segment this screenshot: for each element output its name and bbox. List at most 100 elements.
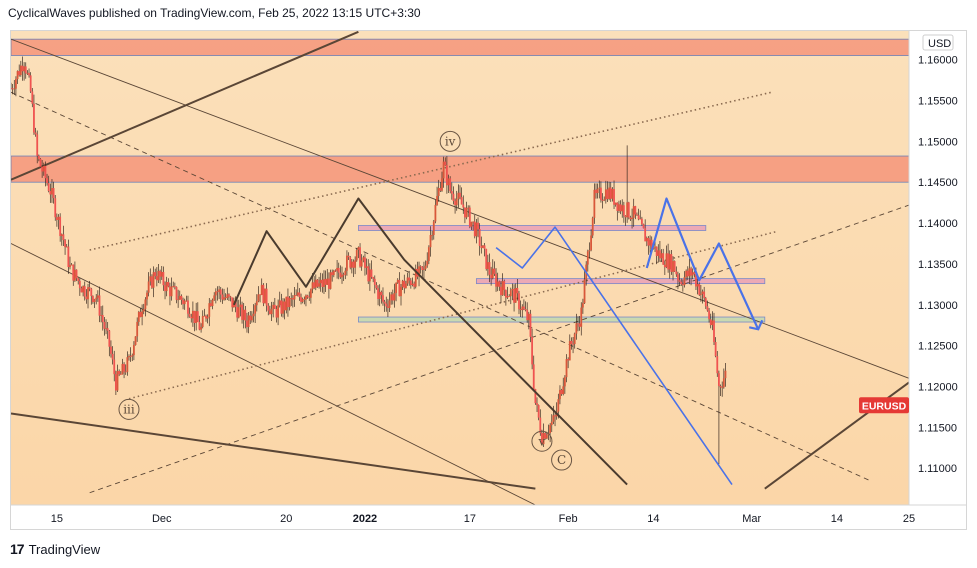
tradingview-footer[interactable]: 17 TradingView bbox=[10, 541, 100, 557]
candle bbox=[223, 288, 225, 301]
blue-wave-path[interactable] bbox=[495, 226, 733, 486]
zone-red-0[interactable] bbox=[11, 38, 910, 56]
candle bbox=[439, 182, 442, 193]
trend-line-solid-2[interactable] bbox=[11, 243, 536, 506]
candle bbox=[118, 369, 121, 377]
wave-label-iv[interactable]: iv bbox=[439, 130, 461, 152]
candle bbox=[128, 354, 130, 361]
candle bbox=[291, 295, 294, 308]
candle bbox=[488, 253, 491, 283]
candle bbox=[218, 285, 221, 300]
candle bbox=[482, 245, 484, 249]
candle bbox=[275, 305, 278, 323]
candle bbox=[349, 255, 352, 270]
candle bbox=[139, 308, 142, 318]
trend-line-solid-0[interactable] bbox=[11, 31, 359, 181]
trend-line-dashed-6[interactable] bbox=[89, 204, 910, 494]
candle bbox=[332, 269, 335, 278]
candle bbox=[718, 370, 720, 465]
candle bbox=[24, 62, 27, 79]
candle bbox=[686, 266, 689, 281]
candle bbox=[182, 297, 184, 310]
price-chart[interactable]: iii iv vC USD 1.16000 1.15500 1.15000 1.14500 1… bbox=[11, 31, 966, 529]
candle bbox=[460, 187, 463, 205]
candle bbox=[393, 283, 396, 308]
candle bbox=[321, 273, 324, 293]
candle bbox=[270, 301, 273, 321]
candle bbox=[591, 216, 594, 239]
candle bbox=[491, 259, 494, 280]
candle bbox=[221, 288, 224, 304]
candle bbox=[80, 286, 83, 293]
candle bbox=[172, 281, 175, 288]
candle bbox=[82, 285, 85, 297]
candle bbox=[629, 215, 632, 222]
candle bbox=[67, 239, 70, 274]
candle bbox=[293, 286, 296, 307]
candle bbox=[634, 205, 637, 220]
trend-line-solid-3[interactable] bbox=[11, 412, 536, 490]
wave-label-iii[interactable]: iii bbox=[118, 398, 140, 420]
candle bbox=[175, 286, 178, 304]
candle bbox=[721, 381, 724, 397]
candle bbox=[683, 271, 686, 288]
wave-label-v[interactable]: v bbox=[531, 430, 553, 452]
candle bbox=[208, 297, 211, 327]
dark-wave-path[interactable] bbox=[232, 197, 628, 486]
candle bbox=[288, 296, 291, 311]
candle bbox=[244, 305, 247, 329]
candle bbox=[437, 179, 440, 202]
candle bbox=[170, 277, 173, 301]
time-tick: 25 bbox=[903, 513, 915, 525]
candle bbox=[467, 205, 470, 217]
time-tick: 2022 bbox=[353, 513, 377, 525]
candle bbox=[659, 240, 661, 262]
candle bbox=[21, 56, 24, 81]
candle bbox=[447, 174, 450, 193]
zone-green-4[interactable] bbox=[358, 316, 766, 323]
zone-red-1[interactable] bbox=[11, 155, 910, 183]
candle bbox=[586, 249, 589, 272]
candle bbox=[305, 294, 307, 307]
trend-line-solid-1[interactable] bbox=[11, 38, 910, 379]
candle bbox=[514, 283, 517, 303]
candle bbox=[323, 270, 325, 295]
trend-line-dashed-5[interactable] bbox=[11, 91, 870, 481]
price-axis[interactable]: USD 1.16000 1.15500 1.15000 1.14500 1.14000 1.… bbox=[859, 34, 958, 475]
price-tick: 1.14500 bbox=[918, 177, 958, 189]
candle bbox=[246, 312, 248, 333]
candle bbox=[196, 302, 199, 323]
candle bbox=[216, 286, 219, 301]
candle bbox=[70, 262, 73, 266]
candle bbox=[398, 272, 401, 297]
candle bbox=[160, 265, 163, 280]
last-price-badge[interactable] bbox=[859, 397, 909, 414]
candle bbox=[280, 293, 283, 317]
candle bbox=[23, 62, 26, 81]
candle bbox=[113, 350, 116, 382]
candle bbox=[177, 289, 180, 308]
time-axis[interactable]: 15 Dec 20 2022 17 Feb 14 Mar 14 25 bbox=[51, 513, 915, 525]
candle bbox=[531, 328, 534, 370]
wave-label-c[interactable]: C bbox=[551, 449, 573, 471]
candle bbox=[409, 278, 412, 289]
candle bbox=[408, 270, 411, 286]
candle bbox=[141, 304, 143, 326]
candle bbox=[619, 200, 622, 215]
zone-pink-3[interactable] bbox=[475, 278, 766, 285]
candle bbox=[13, 80, 16, 96]
candle bbox=[486, 254, 489, 276]
candle bbox=[46, 173, 48, 186]
candle bbox=[65, 243, 68, 248]
candle bbox=[191, 301, 194, 327]
chart-frame[interactable]: iii iv v C USD 1.16000 1.15500 1.15000 1.14500 1… bbox=[10, 30, 967, 530]
candle bbox=[269, 305, 271, 315]
candle bbox=[146, 290, 148, 306]
candle bbox=[213, 292, 216, 301]
candle bbox=[55, 213, 58, 227]
candle bbox=[229, 295, 232, 302]
candle bbox=[424, 260, 427, 272]
candle bbox=[372, 276, 375, 283]
blue-projection-path[interactable] bbox=[645, 197, 760, 330]
zone-pink-2[interactable] bbox=[358, 225, 707, 231]
